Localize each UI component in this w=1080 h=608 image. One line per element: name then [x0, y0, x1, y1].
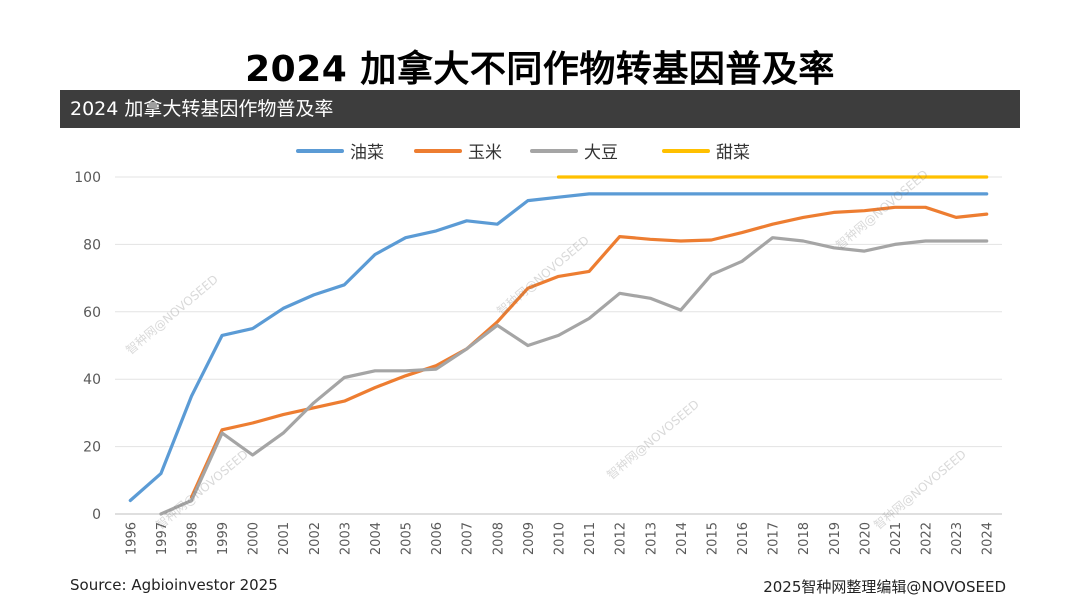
x-tick-label: 1999 [216, 522, 231, 555]
x-tick-label: 1996 [124, 522, 139, 555]
legend-label-sugarbeet: 甜菜 [716, 143, 750, 163]
legend-swatch-corn [414, 149, 462, 153]
series-line-1 [189, 205, 989, 499]
credit-note: 2025智种网整理编辑@NOVOSEED [763, 578, 1006, 596]
x-tick-label: 2013 [644, 522, 659, 555]
legend-swatch-canola [296, 149, 344, 153]
y-tick-label: 40 [83, 372, 101, 388]
chart-banner-title: 2024 加拿大转基因作物普及率 [60, 90, 1020, 128]
x-tick-label: 2015 [705, 522, 720, 555]
x-tick-label: 2000 [247, 522, 262, 555]
y-tick-label: 80 [83, 237, 101, 253]
x-tick-label: 2006 [430, 522, 445, 555]
x-tick-label: 2001 [277, 522, 292, 555]
x-tick-label: 2011 [583, 522, 598, 555]
legend-label-soybean: 大豆 [584, 143, 618, 163]
legend-swatch-soybean [530, 149, 578, 153]
legend-label-corn: 玉米 [468, 143, 502, 163]
x-tick-label: 2003 [338, 522, 353, 555]
x-tick-label: 2008 [491, 522, 506, 555]
x-tick-label: 2005 [400, 522, 415, 555]
x-tick-label: 2004 [369, 522, 384, 555]
series-line-0 [128, 192, 989, 503]
x-tick-label: 2009 [522, 522, 537, 555]
x-tick-label: 2020 [858, 522, 873, 555]
x-tick-label: 1997 [155, 522, 170, 555]
x-tick-label: 2010 [553, 522, 568, 555]
x-tick-label: 2007 [461, 522, 476, 555]
x-tick-label: 2019 [828, 522, 843, 555]
chart-legend: 油菜 玉米 大豆 甜菜 [0, 136, 1080, 166]
x-tick-label: 2023 [950, 522, 965, 555]
legend-label-canola: 油菜 [350, 143, 384, 163]
x-tick-label: 2018 [797, 522, 812, 555]
x-tick-label: 2021 [889, 522, 904, 555]
x-tick-label: 2017 [767, 522, 782, 555]
x-tick-label: 2016 [736, 522, 751, 555]
x-tick-label: 2022 [920, 522, 935, 555]
x-tick-label: 1998 [185, 522, 200, 555]
series-line-2 [159, 236, 989, 516]
legend-swatch-sugarbeet [662, 149, 710, 153]
y-tick-label: 60 [83, 305, 101, 321]
source-note: Source: Agbioinvestor 2025 [70, 576, 278, 594]
y-tick-label: 100 [74, 170, 101, 186]
page-title: 2024 加拿大不同作物转基因普及率 [245, 49, 835, 90]
x-tick-label: 2002 [308, 522, 323, 555]
x-tick-label: 2014 [675, 522, 690, 555]
y-tick-label: 20 [83, 440, 101, 456]
x-tick-label: 2024 [981, 522, 996, 555]
y-tick-label: 0 [92, 507, 101, 523]
x-tick-label: 2012 [614, 522, 629, 555]
